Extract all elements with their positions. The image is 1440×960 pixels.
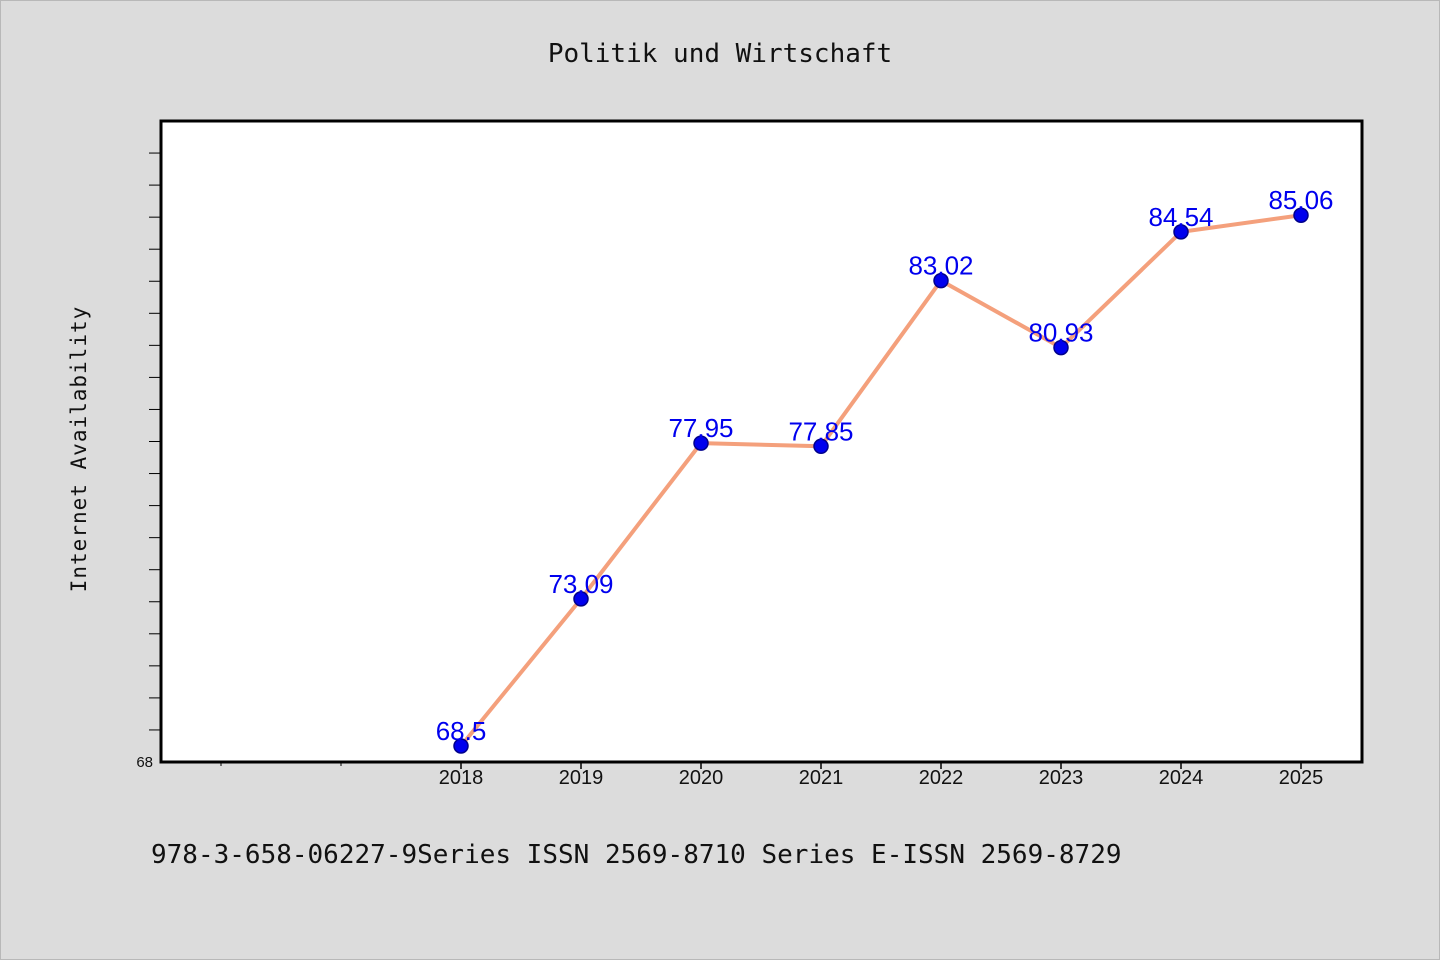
series-line bbox=[459, 213, 1303, 748]
x-tick-label: 2025 bbox=[1279, 767, 1324, 789]
x-tick-label: 2020 bbox=[679, 767, 724, 789]
data-point-label: 85.06 bbox=[1268, 185, 1333, 215]
series-layer bbox=[453, 207, 1309, 754]
data-point-label: 84.54 bbox=[1148, 202, 1213, 232]
plot-area bbox=[161, 121, 1362, 762]
data-point-label: 83.02 bbox=[908, 251, 973, 281]
data-point-label: 80.93 bbox=[1028, 318, 1093, 348]
data-point-marker bbox=[1293, 207, 1309, 223]
chart-title: Politik und Wirtschaft bbox=[548, 39, 892, 69]
x-tick-label: 2024 bbox=[1159, 767, 1204, 789]
data-point-label: 77.95 bbox=[668, 413, 733, 443]
y-tick-label: 68 bbox=[136, 754, 153, 771]
data-point-label: 68.5 bbox=[436, 716, 487, 746]
data-point-marker bbox=[813, 438, 829, 455]
data-point-marker bbox=[933, 272, 949, 289]
data-point-marker bbox=[1053, 339, 1069, 356]
axis-ticks: 68 2018 2019 2020 2021 2022 2023 2024 2025 bbox=[136, 152, 1324, 789]
x-tick-label: 2019 bbox=[559, 767, 604, 789]
x-tick-label: 2023 bbox=[1039, 767, 1084, 789]
x-tick-label: 2021 bbox=[799, 767, 844, 789]
x-tick-label: 2022 bbox=[919, 767, 964, 789]
data-point-marker bbox=[1173, 224, 1189, 240]
plot-frame bbox=[159, 119, 1364, 764]
footer-text: 978-3-658-06227-9Series ISSN 2569-8710 S… bbox=[151, 840, 1122, 870]
data-point-marker bbox=[453, 738, 469, 754]
data-labels: 68.5 73.09 77.95 77.85 83.02 80.93 84.54 85.06 bbox=[436, 185, 1334, 746]
x-tick-label: 2018 bbox=[439, 767, 484, 789]
data-point-marker bbox=[693, 435, 709, 451]
data-point-marker bbox=[573, 591, 589, 607]
data-point-label: 77.85 bbox=[788, 416, 853, 446]
y-axis-label: Internet Availability bbox=[67, 306, 91, 593]
data-point-label: 73.09 bbox=[548, 569, 613, 599]
